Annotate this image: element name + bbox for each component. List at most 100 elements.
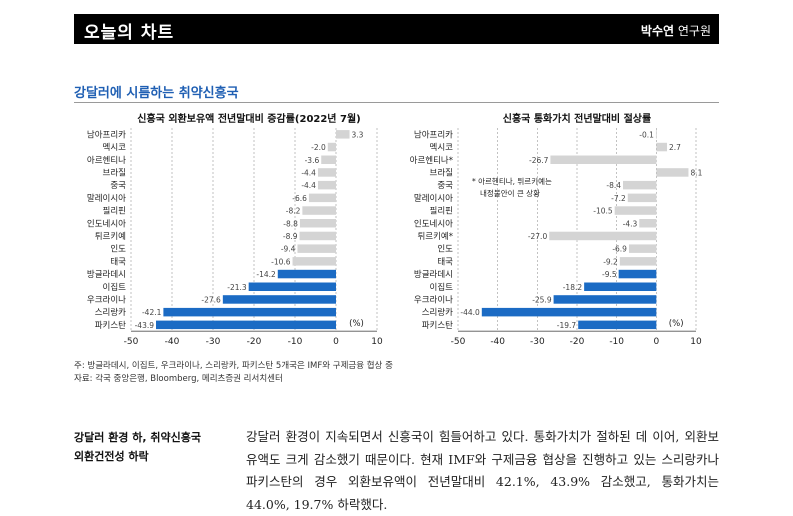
category-label: 브라질 (430, 167, 453, 178)
category-label: 우크라이나 (414, 294, 453, 305)
x-tick-label: 0 (333, 337, 339, 347)
category-label: 이집트 (430, 282, 454, 293)
bar (327, 142, 336, 152)
x-tick-label: -50 (451, 337, 466, 347)
bar (639, 219, 657, 228)
unit-label: (%) (349, 319, 364, 329)
data-label: -2.0 (311, 143, 326, 152)
data-label: -9.5 (602, 270, 617, 279)
x-tick-label: -10 (288, 337, 303, 347)
data-label: 2.7 (669, 143, 681, 152)
bar (623, 180, 657, 190)
data-label: -19.7 (557, 321, 577, 330)
data-label: -21.3 (227, 283, 247, 292)
category-label: 인도 (437, 244, 453, 255)
data-label: -3.6 (305, 156, 320, 165)
data-label: -27.0 (528, 232, 548, 241)
data-label: -8.4 (606, 181, 621, 190)
data-label: -10.6 (271, 257, 291, 266)
x-tick-label: -20 (570, 337, 585, 347)
chart1-title: 신흥국 외환보유액 전년말대비 증감률(2022년 7월) (137, 114, 361, 125)
unit-label: (%) (669, 319, 684, 329)
bar (248, 282, 336, 291)
bar (553, 295, 657, 304)
category-label: 파키스탄 (422, 320, 453, 331)
bar (299, 219, 336, 228)
chart-annotation: 내정불안이 큰 상황 (480, 188, 540, 198)
category-label: 방글라데시 (414, 269, 453, 280)
category-label: 스리랑카 (95, 307, 126, 318)
footnote: 주: 방글라데시, 이집트, 우크라이나, 스리랑카, 파키스탄 5개국은 IM… (74, 361, 393, 371)
side-heading-line-1: 강달러 환경 하, 취약신흥국 (74, 431, 201, 444)
data-label: -9.2 (603, 257, 618, 266)
data-label: -26.7 (529, 156, 549, 165)
data-label: -0.1 (639, 130, 654, 139)
x-tick-label: -30 (206, 337, 221, 347)
data-label: -8.9 (283, 232, 298, 241)
category-label: 이집트 (103, 282, 127, 293)
data-label: -10.5 (593, 207, 613, 216)
body-text: 강달러 환경이 지속되면서 신흥국이 힘들어하고 있다. 통화가치가 절하된 데… (246, 429, 719, 512)
data-label: -4.4 (301, 181, 316, 190)
category-label: 튀르키예 (95, 231, 126, 242)
side-heading-line-2: 외환건전성 하락 (74, 450, 149, 463)
bar (656, 168, 689, 177)
bar (619, 257, 657, 266)
category-label: 인도 (110, 244, 126, 255)
x-tick-label: 10 (690, 337, 702, 347)
author-name: 박수연 (640, 24, 675, 38)
x-tick-label: 10 (371, 337, 383, 347)
category-label: 필리핀 (103, 206, 126, 217)
data-label: -8.8 (283, 219, 298, 228)
x-tick-label: -40 (165, 337, 180, 347)
bar (321, 155, 336, 164)
bar (292, 257, 336, 266)
chart2-title: 신흥국 통화가치 전년말대비 절상률 (502, 114, 652, 125)
source-note: 자료: 각국 중앙은행, Bloomberg, 메리츠증권 리서치센터 (74, 374, 283, 384)
category-label: 중국 (110, 181, 126, 191)
category-label: 브라질 (103, 167, 126, 178)
x-tick-label: 0 (653, 337, 659, 347)
bar (618, 269, 657, 279)
x-tick-label: -20 (247, 337, 262, 347)
category-label: 아르헨티나* (410, 155, 453, 166)
bar (222, 295, 336, 304)
bar (481, 307, 657, 317)
section-title: 강달러에 시름하는 취약신흥국 (74, 86, 239, 101)
category-label: 말레이시아 (414, 193, 453, 204)
x-tick-label: -30 (530, 337, 545, 347)
data-label: -25.9 (532, 295, 552, 304)
bar (578, 320, 657, 330)
bar (550, 155, 657, 164)
bar (297, 244, 336, 253)
data-label: 3.3 (352, 130, 364, 139)
currency-chart: -50 -40 -30 -20 -10 0 10 남아프리카 -0.1 멕시코 2.7 아르헨티나* -… (410, 128, 703, 347)
data-label: -4.4 (301, 168, 316, 177)
bar (614, 206, 657, 215)
bar (584, 282, 657, 291)
category-label: 남아프리카 (414, 129, 453, 140)
category-label: 파키스탄 (95, 320, 126, 331)
category-label: 우크라이나 (87, 294, 126, 305)
data-label: -43.9 (135, 321, 155, 330)
divider (74, 102, 719, 103)
bar (628, 244, 657, 253)
data-label: -6.6 (292, 194, 307, 203)
bar (299, 231, 336, 241)
category-label: 남아프리카 (87, 129, 126, 140)
header-bar: 오늘의 차트 박수연 연구원 (74, 14, 719, 44)
category-label: 필리핀 (430, 206, 453, 217)
data-label: -27.6 (201, 295, 221, 304)
category-label: 멕시코 (103, 142, 127, 153)
author: 박수연 연구원 (641, 22, 711, 39)
bar (336, 130, 350, 139)
bar (302, 206, 336, 215)
data-label: -14.2 (256, 270, 276, 279)
bar (656, 142, 668, 152)
category-label: 튀르키예* (417, 231, 453, 242)
bar (317, 180, 336, 190)
category-label: 아르헨티나 (87, 155, 126, 166)
category-label: 태국 (437, 257, 453, 267)
category-label: 중국 (437, 181, 453, 191)
bar (549, 231, 657, 241)
